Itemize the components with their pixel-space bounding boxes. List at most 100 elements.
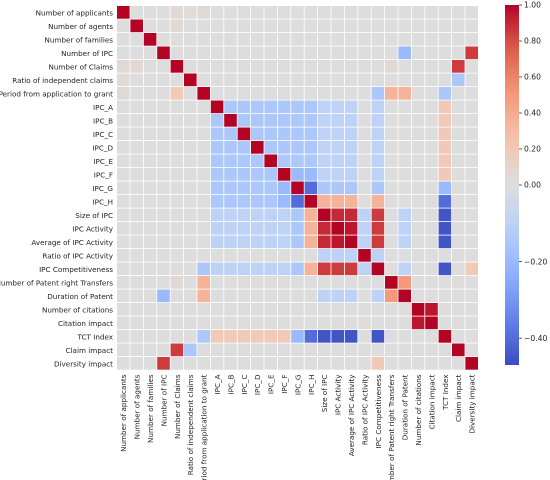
x-tick-label: Number of families (146, 374, 155, 443)
heatmap-cell (157, 6, 170, 19)
heatmap-cell (331, 127, 344, 141)
heatmap-cell (210, 46, 224, 60)
heatmap-cell (371, 262, 385, 276)
heatmap-cell (117, 19, 130, 33)
heatmap-cell (117, 330, 130, 343)
heatmap-cell (398, 343, 411, 357)
y-tick-label: Number of citations (42, 305, 113, 314)
heatmap-cell (465, 87, 478, 100)
heatmap-cell (438, 235, 452, 249)
heatmap-cell (251, 316, 264, 330)
heatmap-cell (411, 141, 425, 154)
heatmap-cell (411, 343, 425, 357)
heatmap-cell (197, 46, 210, 60)
heatmap-cell (237, 208, 251, 222)
heatmap-cell (224, 33, 237, 46)
heatmap-cell (197, 303, 210, 316)
heatmap-cell (344, 60, 358, 73)
heatmap-cell (465, 249, 478, 262)
heatmap-cell (197, 343, 210, 357)
heatmap-cell (130, 46, 143, 60)
heatmap-cell (157, 208, 170, 222)
heatmap-cell (344, 6, 358, 19)
heatmap-cell (264, 289, 277, 303)
heatmap-cell (438, 33, 452, 46)
heatmap-cell (251, 154, 264, 168)
heatmap-cell (452, 100, 465, 114)
heatmap-cell (210, 141, 224, 154)
heatmap-cell (130, 60, 143, 73)
heatmap-cell (157, 195, 170, 208)
y-tick-label: IPC_A (93, 103, 113, 112)
y-tick-label: IPC_G (92, 184, 113, 193)
heatmap-cell (358, 73, 371, 87)
heatmap-cell (304, 343, 318, 357)
heatmap-cell (452, 357, 465, 370)
heatmap-cells (117, 6, 478, 370)
y-tick-label: Number of agents (48, 22, 113, 31)
heatmap-cell (371, 19, 385, 33)
heatmap-cell (291, 330, 304, 343)
heatmap-cell (371, 154, 385, 168)
heatmap-cell (304, 195, 318, 208)
heatmap-cell (157, 276, 170, 289)
heatmap-cell (304, 154, 318, 168)
heatmap-cell (117, 208, 130, 222)
heatmap-cell (358, 343, 371, 357)
heatmap-cell (425, 114, 438, 127)
heatmap-cell (143, 87, 157, 100)
y-tick-label: IPC Activity (72, 224, 113, 233)
heatmap-cell (237, 19, 251, 33)
heatmap-cell (224, 46, 237, 60)
heatmap-cell (117, 127, 130, 141)
heatmap-cell (197, 33, 210, 46)
y-tick-label: Average of IPC Activity (31, 238, 113, 247)
heatmap-cell (452, 330, 465, 343)
heatmap-cell (130, 168, 143, 181)
heatmap-cell (117, 316, 130, 330)
heatmap-cell (210, 195, 224, 208)
x-tick-label: IPC_B (226, 374, 235, 394)
heatmap-cell (438, 73, 452, 87)
heatmap-cell (411, 87, 425, 100)
heatmap-cell (184, 33, 197, 46)
heatmap-cell (210, 33, 224, 46)
heatmap-cell (237, 343, 251, 357)
heatmap-cell (237, 100, 251, 114)
heatmap-cell (264, 141, 277, 154)
heatmap-cell (277, 330, 291, 343)
heatmap-cell (331, 357, 344, 370)
heatmap-cell (130, 222, 143, 235)
heatmap-cell (398, 276, 411, 289)
heatmap-cell (385, 154, 398, 168)
heatmap-cell (117, 289, 130, 303)
heatmap-cell (197, 181, 210, 195)
heatmap-cell (371, 60, 385, 73)
heatmap-cell (385, 168, 398, 181)
heatmap-cell (237, 87, 251, 100)
heatmap-cell (237, 235, 251, 249)
heatmap-cell (237, 222, 251, 235)
heatmap-cell (331, 235, 344, 249)
heatmap-cell (264, 73, 277, 87)
heatmap-cell (425, 154, 438, 168)
heatmap-cell (452, 195, 465, 208)
heatmap-cell (130, 181, 143, 195)
heatmap-cell (264, 195, 277, 208)
heatmap-cell (251, 127, 264, 141)
y-tick-label: Number of Claims (48, 62, 113, 71)
heatmap-cell (371, 33, 385, 46)
heatmap-cell (385, 46, 398, 60)
heatmap-cell (344, 357, 358, 370)
heatmap-cell (251, 60, 264, 73)
heatmap-cell (184, 235, 197, 249)
heatmap-cell (438, 289, 452, 303)
heatmap-cell (264, 357, 277, 370)
heatmap-cell (385, 262, 398, 276)
heatmap-cell (358, 87, 371, 100)
heatmap-cell (264, 46, 277, 60)
heatmap-cell (344, 73, 358, 87)
heatmap-cell (344, 141, 358, 154)
heatmap-cell (452, 127, 465, 141)
x-tick-label: IPC_H (307, 375, 316, 395)
